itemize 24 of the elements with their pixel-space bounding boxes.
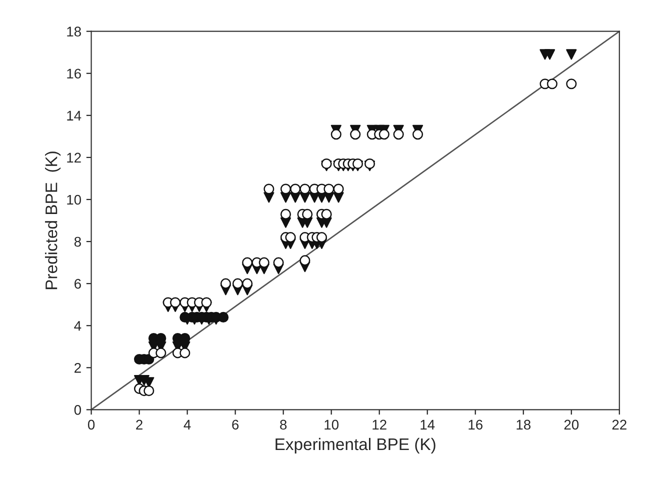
x-axis-title: Experimental BPE (K): [276, 438, 436, 454]
y-tick-label: 0: [74, 405, 82, 415]
y-tick-label: 2: [74, 362, 81, 373]
x-tick-label: 14: [420, 420, 435, 430]
x-tick-label: 18: [516, 420, 530, 430]
x-tick-label: 4: [184, 420, 191, 430]
y-tick-label: 16: [67, 68, 81, 79]
y-tick-label: 6: [74, 278, 81, 289]
y-tick-label: 8: [74, 236, 81, 247]
x-tick-label: 6: [232, 420, 239, 430]
x-tick-label: 22: [612, 420, 626, 430]
x-tick-label: 0: [88, 420, 95, 430]
x-tick-label: 2: [136, 420, 142, 430]
y-tick-label: 10: [67, 194, 82, 205]
y-tick-label: 12: [67, 152, 81, 162]
y-tick-label: 4: [74, 321, 82, 331]
x-tick-label: 10: [324, 420, 339, 430]
y-axis-title: Predicted BPE (K): [45, 152, 61, 290]
x-tick-label: 20: [564, 420, 579, 430]
y-tick-label: 14: [67, 110, 82, 120]
x-tick-label: 16: [468, 420, 482, 430]
y-tick-label: 18: [67, 26, 81, 36]
x-tick-label: 8: [280, 420, 287, 430]
x-tick-label: 12: [372, 420, 386, 430]
